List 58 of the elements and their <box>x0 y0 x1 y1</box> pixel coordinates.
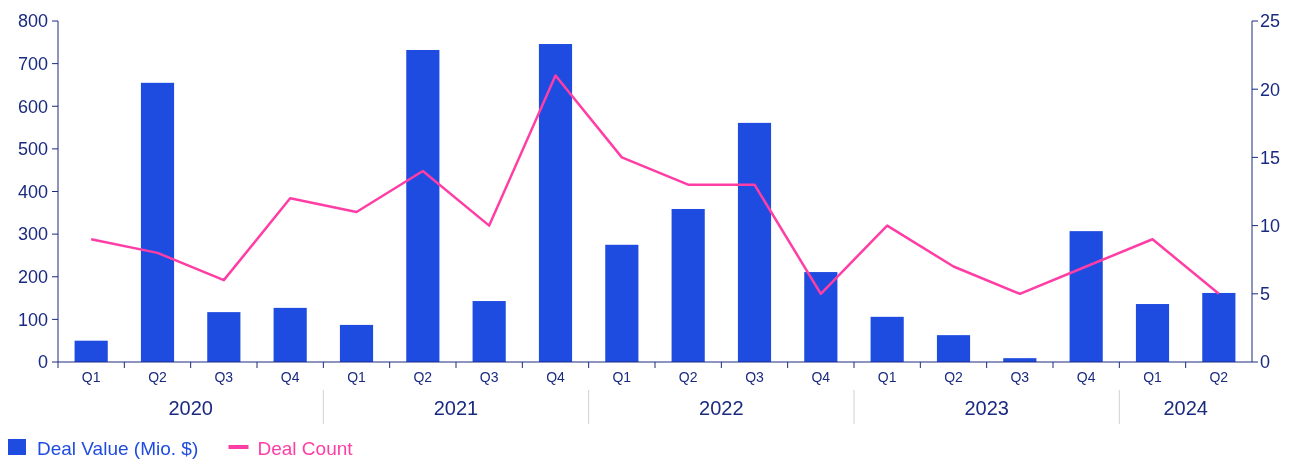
x-tick-label: Q2 <box>148 369 168 385</box>
y-tick-label: 600 <box>17 96 48 117</box>
text: 2024 <box>1163 397 1208 419</box>
x-tick-label: Q3 <box>479 369 499 385</box>
bar <box>74 340 108 362</box>
y2-tick-label: 20 <box>1260 79 1281 100</box>
x-tick-label: Q4 <box>280 369 300 385</box>
text: 2020 <box>168 397 213 419</box>
x-tick-label: Q3 <box>1010 369 1030 385</box>
bar <box>472 301 506 362</box>
text: 2021 <box>433 397 479 419</box>
x-tick-label: Q2 <box>944 369 964 385</box>
legend-label: Deal Count <box>257 438 354 459</box>
x-tick-label: Q2 <box>678 369 698 385</box>
bar <box>671 208 705 362</box>
y-tick-label: 500 <box>17 139 48 160</box>
bar <box>538 44 573 362</box>
y-tick-label: 400 <box>17 181 48 202</box>
x-tick-label: Q3 <box>745 369 765 385</box>
x-tick-label: Q1 <box>877 369 897 385</box>
x-tick-label: Q4 <box>1076 369 1096 385</box>
bar <box>1069 231 1103 362</box>
y2-tick-label: 10 <box>1260 215 1281 236</box>
x-tick-label: Q4 <box>546 369 566 385</box>
legend-label: Deal Value (Mio. $) <box>37 438 199 459</box>
x-tick-label: Q3 <box>214 369 234 385</box>
y2-tick-label: 25 <box>1260 11 1281 32</box>
bar <box>605 244 639 362</box>
bar <box>140 82 175 362</box>
y-tick-label: 0 <box>37 352 48 373</box>
text: 2022 <box>699 397 744 419</box>
x-tick-label: Q1 <box>1143 369 1163 385</box>
x-tick-label: Q2 <box>413 369 433 385</box>
bar <box>870 316 904 362</box>
y-tick-label: 800 <box>17 11 48 32</box>
bar <box>936 335 971 362</box>
x-tick-label: Q1 <box>612 369 632 385</box>
bar <box>207 312 241 362</box>
x-tick-label: Q1 <box>347 369 367 385</box>
bar <box>804 272 838 362</box>
bar <box>737 122 772 362</box>
y-tick-label: 100 <box>17 309 48 330</box>
bar <box>339 324 374 362</box>
y2-tick-label: 0 <box>1260 352 1271 373</box>
bar <box>1135 304 1170 362</box>
x-tick-label: Q1 <box>81 369 101 385</box>
x-tick-label: Q2 <box>1209 369 1229 385</box>
y2-tick-label: 15 <box>1260 147 1281 168</box>
text: 2023 <box>964 397 1009 419</box>
y-tick-label: 200 <box>17 267 48 288</box>
y2-tick-label: 5 <box>1260 284 1271 305</box>
y-tick-label: 300 <box>17 224 48 245</box>
bar <box>1202 292 1236 362</box>
x-tick-label: Q4 <box>811 369 831 385</box>
y-tick-label: 700 <box>17 53 48 74</box>
bar <box>406 49 440 362</box>
line-series <box>89 74 1221 296</box>
bar <box>273 307 307 362</box>
